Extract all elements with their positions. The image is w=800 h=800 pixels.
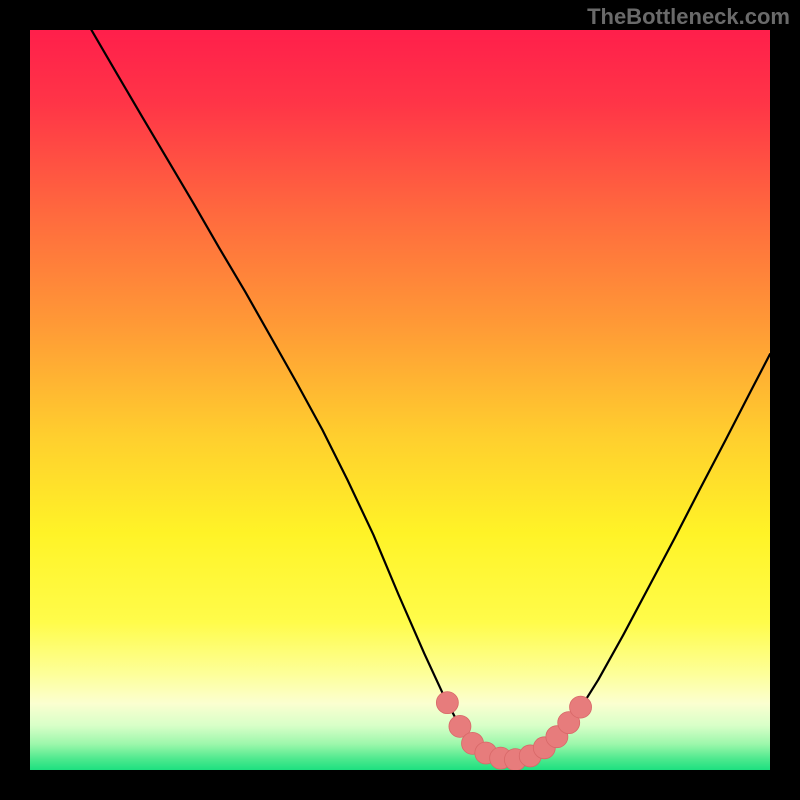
chart-frame: TheBottleneck.com <box>0 0 800 800</box>
chart-svg <box>30 30 770 770</box>
plot-area <box>30 30 770 770</box>
gradient-background <box>30 30 770 770</box>
watermark-text: TheBottleneck.com <box>587 4 790 30</box>
marker-dot <box>570 696 592 718</box>
marker-dot <box>436 692 458 714</box>
